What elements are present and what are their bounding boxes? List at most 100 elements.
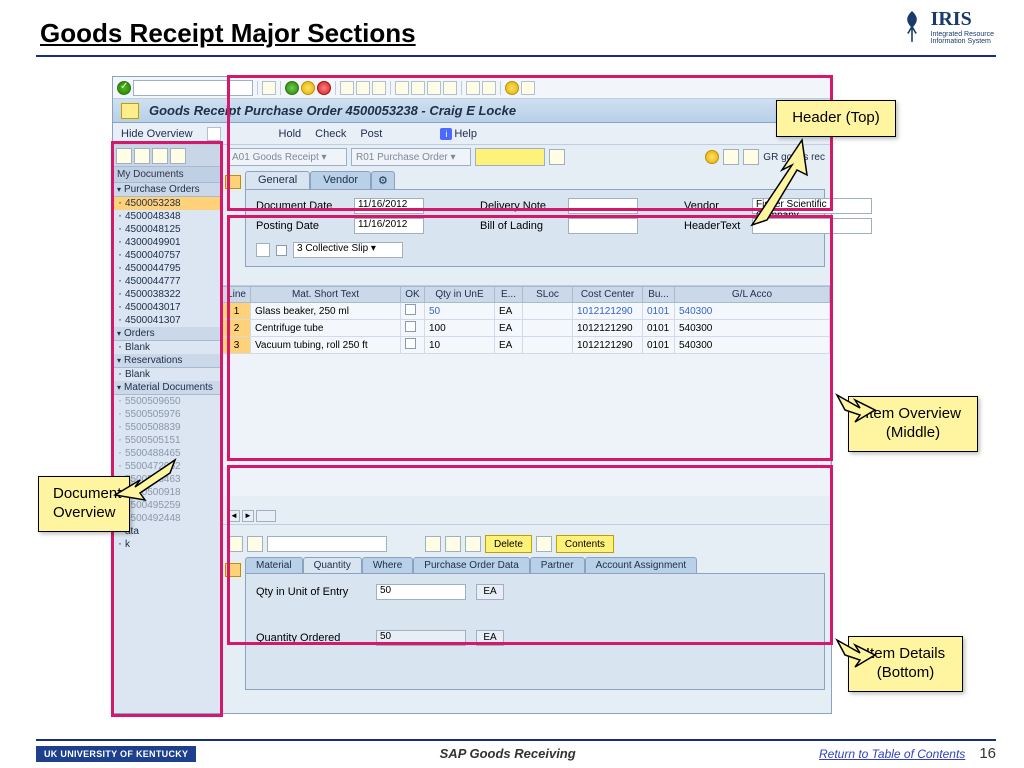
tree-group-reservations[interactable]: Reservations: [113, 354, 221, 368]
tree-group-matdocs[interactable]: Material Documents: [113, 381, 221, 395]
tree-item-blank[interactable]: Blank: [113, 368, 221, 381]
print-checkbox[interactable]: [276, 245, 287, 256]
tree-item[interactable]: 5500505151: [113, 434, 221, 447]
refresh-icon[interactable]: [170, 148, 186, 164]
tab-material[interactable]: Material: [245, 557, 303, 573]
ref-dropdown[interactable]: R01 Purchase Order ▾: [351, 148, 471, 166]
folder-icon[interactable]: [225, 175, 241, 189]
delete-icon[interactable]: [152, 148, 168, 164]
folder-icon[interactable]: [225, 563, 241, 577]
execute-icon[interactable]: [705, 150, 719, 164]
slide-title: Goods Receipt Major Sections: [40, 18, 416, 49]
new-session-icon[interactable]: [466, 81, 480, 95]
tree-item[interactable]: 4500044777: [113, 275, 221, 288]
menu-check[interactable]: Check: [315, 128, 346, 140]
ok-checkbox[interactable]: [405, 338, 416, 349]
table-row[interactable]: 1 Glass beaker, 250 ml 50 EA 1012121290 …: [223, 303, 830, 320]
help-icon[interactable]: [505, 81, 519, 95]
doc-date-input[interactable]: 11/16/2012: [354, 198, 424, 214]
layout-icon[interactable]: [521, 81, 535, 95]
ok-checkbox[interactable]: [405, 321, 416, 332]
table-row[interactable]: 3 Vacuum tubing, roll 250 ft 10 EA 10121…: [223, 337, 830, 354]
tab-vendor[interactable]: Vendor: [310, 171, 371, 189]
tree-group-orders[interactable]: Orders: [113, 327, 221, 341]
tree-item[interactable]: 4500048125: [113, 223, 221, 236]
doc-overview-toggle-icon[interactable]: [121, 103, 139, 119]
tab-acct[interactable]: Account Assignment: [585, 557, 698, 573]
menu-hold[interactable]: Hold: [279, 128, 302, 140]
tree-item[interactable]: k: [113, 538, 221, 551]
trash-icon[interactable]: [465, 536, 481, 552]
scroll-right-icon[interactable]: ►: [242, 510, 254, 522]
tab-where[interactable]: Where: [362, 557, 413, 573]
command-field[interactable]: [133, 80, 253, 96]
tree-item[interactable]: 5500509650: [113, 395, 221, 408]
detail-search-input[interactable]: [267, 536, 387, 552]
tree-item[interactable]: 4500053238: [113, 197, 221, 210]
tree-item[interactable]: 4500038322: [113, 288, 221, 301]
table-row[interactable]: 2 Centrifuge tube 100 EA 101212129001015…: [223, 320, 830, 337]
back-icon[interactable]: [285, 81, 299, 95]
header-btn-icon[interactable]: [723, 149, 739, 165]
tab-partner[interactable]: Partner: [530, 557, 585, 573]
last-page-icon[interactable]: [443, 81, 457, 95]
document-overview-panel: My Documents Purchase Orders 4500053238 …: [113, 145, 221, 713]
menu-help[interactable]: Help: [454, 128, 477, 140]
tree-item[interactable]: 4500043017: [113, 301, 221, 314]
tree-item[interactable]: 4300049901: [113, 236, 221, 249]
scroll-thumb[interactable]: [256, 510, 276, 522]
tree-item[interactable]: 4500041307: [113, 314, 221, 327]
doc-panel-toolbar: [113, 145, 221, 167]
find-icon[interactable]: [356, 81, 370, 95]
enter-icon[interactable]: [117, 81, 131, 95]
ok-checkbox[interactable]: [405, 304, 416, 315]
shortcut-icon[interactable]: [482, 81, 496, 95]
first-page-icon[interactable]: [395, 81, 409, 95]
item-detail-section: Delete Contents Material Quantity Where …: [221, 533, 831, 711]
menu-post[interactable]: Post: [360, 128, 382, 140]
po-number-input[interactable]: [475, 148, 545, 166]
collective-slip-dropdown[interactable]: 3 Collective Slip ▾: [293, 242, 403, 258]
menu-hide-overview[interactable]: Hide Overview: [121, 128, 193, 140]
find-icon[interactable]: [425, 536, 441, 552]
scroll-left-icon[interactable]: ◄: [228, 510, 240, 522]
print-slip-icon[interactable]: [256, 243, 270, 257]
save-icon[interactable]: [262, 81, 276, 95]
expand-all-icon[interactable]: [116, 148, 132, 164]
page-number: 16: [979, 745, 996, 762]
post-date-input[interactable]: 11/16/2012: [354, 218, 424, 234]
collapse-all-icon[interactable]: [134, 148, 150, 164]
next-page-icon[interactable]: [427, 81, 441, 95]
qty-uoe-input[interactable]: 50: [376, 584, 466, 600]
search-po-icon[interactable]: [549, 149, 565, 165]
exit-icon[interactable]: [301, 81, 315, 95]
bol-input[interactable]: [568, 218, 638, 234]
contents-button[interactable]: Contents: [556, 535, 614, 553]
delete-button[interactable]: Delete: [485, 535, 532, 553]
callout-arrow-icon: [110, 455, 180, 515]
del-note-input[interactable]: [568, 198, 638, 214]
tree-item-blank[interactable]: Blank: [113, 341, 221, 354]
cancel-icon[interactable]: [317, 81, 331, 95]
tree-item[interactable]: 4500048348: [113, 210, 221, 223]
detail-filter-icon[interactable]: [247, 536, 263, 552]
action-dropdown[interactable]: A01 Goods Receipt ▾: [227, 148, 347, 166]
tree-item[interactable]: 5500505976: [113, 408, 221, 421]
tab-pod[interactable]: Purchase Order Data: [413, 557, 530, 573]
toggle-icon[interactable]: [207, 127, 221, 141]
find-next-icon[interactable]: [445, 536, 461, 552]
tree-item[interactable]: 4500040757: [113, 249, 221, 262]
tree-item[interactable]: 4500044795: [113, 262, 221, 275]
tab-quantity[interactable]: Quantity: [303, 557, 362, 573]
tree-item[interactable]: 5500508839: [113, 421, 221, 434]
detail-lock-icon[interactable]: [227, 536, 243, 552]
find-next-icon[interactable]: [372, 81, 386, 95]
window-title: Goods Receipt Purchase Order 4500053238 …: [149, 103, 516, 118]
contents-icon[interactable]: [536, 536, 552, 552]
prev-page-icon[interactable]: [411, 81, 425, 95]
toc-link[interactable]: Return to Table of Contents: [819, 747, 965, 761]
tab-general[interactable]: General: [245, 171, 310, 189]
tab-more-icon[interactable]: ⚙: [371, 171, 395, 189]
tree-group-po[interactable]: Purchase Orders: [113, 183, 221, 197]
print-icon[interactable]: [340, 81, 354, 95]
